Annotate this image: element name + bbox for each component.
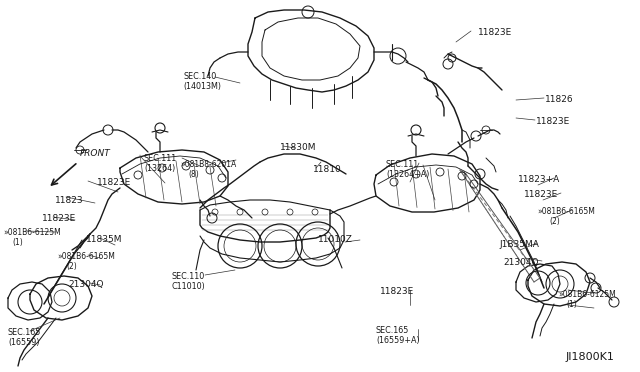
Text: »081B6-6125M: »081B6-6125M <box>3 228 61 237</box>
Text: (1): (1) <box>12 238 23 247</box>
Text: 21304Q: 21304Q <box>503 258 538 267</box>
Text: »081B8-6201A: »081B8-6201A <box>180 160 236 169</box>
Text: »081B6-6165M: »081B6-6165M <box>537 207 595 216</box>
Text: 11823E: 11823E <box>97 178 131 187</box>
Text: 11826: 11826 <box>545 95 573 104</box>
Text: »081B6-6125M: »081B6-6125M <box>558 290 616 299</box>
Text: »081B6-6165M: »081B6-6165M <box>57 252 115 261</box>
Text: J1B35MA: J1B35MA <box>499 240 539 249</box>
Text: SEC.110: SEC.110 <box>172 272 205 281</box>
Text: FRONT: FRONT <box>80 149 111 158</box>
Text: (1): (1) <box>566 300 577 309</box>
Text: SEC.111: SEC.111 <box>144 154 177 163</box>
Text: 11010Z: 11010Z <box>318 235 353 244</box>
Text: 11823+A: 11823+A <box>518 175 560 184</box>
Text: (13264): (13264) <box>144 164 175 173</box>
Text: (2): (2) <box>549 217 560 226</box>
Text: JI1800K1: JI1800K1 <box>566 352 615 362</box>
Text: (8): (8) <box>188 170 199 179</box>
Text: 11830M: 11830M <box>280 143 317 152</box>
Text: (16559+A): (16559+A) <box>376 336 420 345</box>
Text: SEC.140: SEC.140 <box>183 72 216 81</box>
Text: (14013M): (14013M) <box>183 82 221 91</box>
Text: 11823: 11823 <box>55 196 84 205</box>
Text: (13264+A): (13264+A) <box>386 170 429 179</box>
Text: 11823E: 11823E <box>42 214 76 223</box>
Text: (2): (2) <box>66 262 77 271</box>
Text: 11810: 11810 <box>313 165 342 174</box>
Text: 11823E: 11823E <box>536 117 570 126</box>
Text: 21304Q: 21304Q <box>68 280 104 289</box>
Text: SEC.165: SEC.165 <box>376 326 410 335</box>
Text: C11010): C11010) <box>172 282 205 291</box>
Text: SEC.111: SEC.111 <box>386 160 419 169</box>
Text: 11823E: 11823E <box>380 287 414 296</box>
Text: 11823E: 11823E <box>478 28 512 37</box>
Text: 11835M: 11835M <box>86 235 122 244</box>
Text: (16559): (16559) <box>8 338 40 347</box>
Text: SEC.165: SEC.165 <box>8 328 42 337</box>
Text: 11823E: 11823E <box>524 190 558 199</box>
